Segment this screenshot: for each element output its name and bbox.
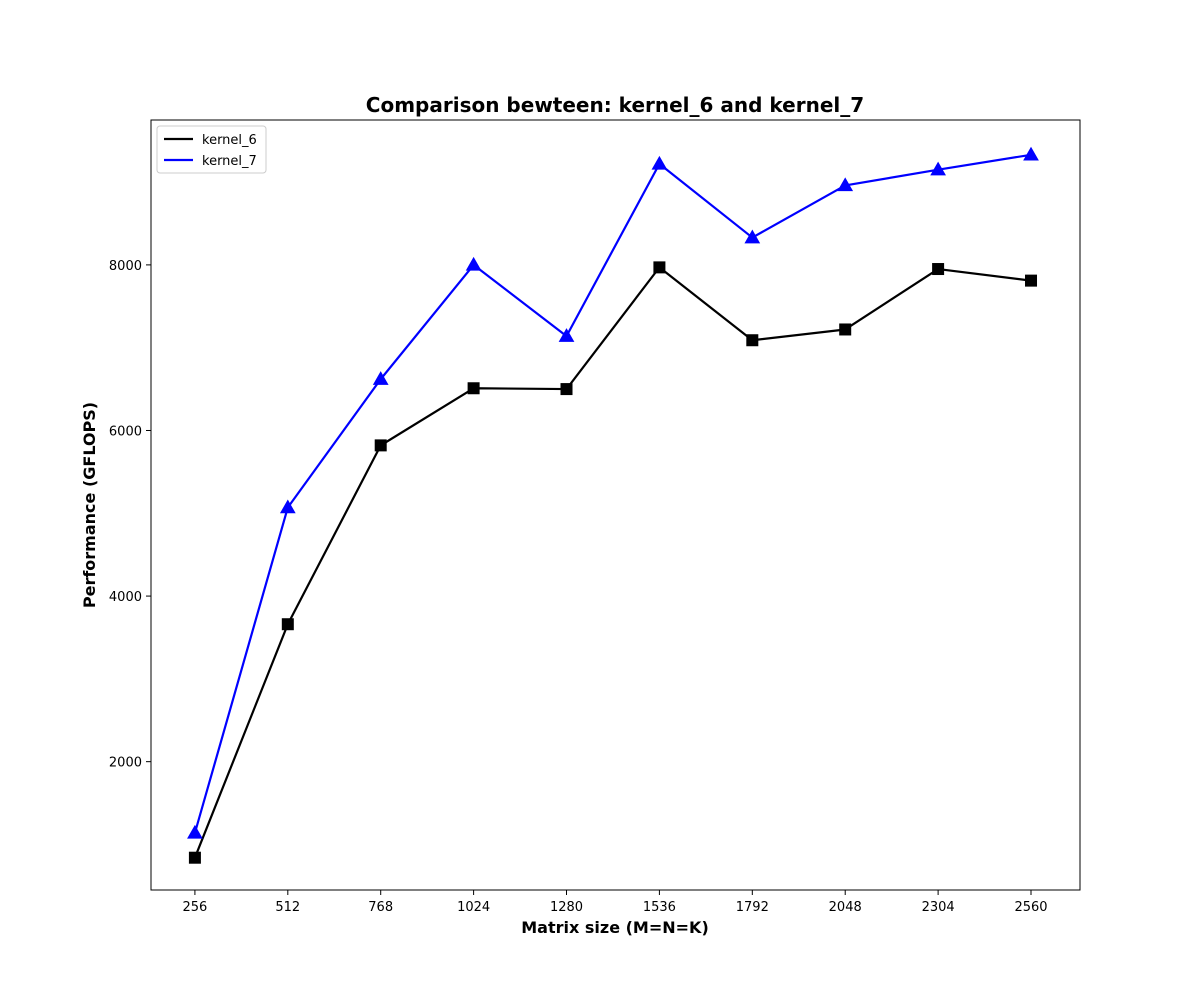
chart-title: Comparison bewteen: kernel_6 and kernel_… xyxy=(366,93,864,117)
data-point-kernel-7 xyxy=(187,824,203,839)
y-axis-label: Performance (GFLOPS) xyxy=(80,402,99,608)
x-axis-ticks: 256 512 768 1024 1280 1536 1792 2048 2304 2560 xyxy=(182,890,1048,915)
data-point-kernel-7 xyxy=(1023,146,1039,161)
data-point-kernel-7 xyxy=(558,328,575,342)
x-tick-label: 2560 xyxy=(1014,900,1047,915)
y-tick-label: 2000 xyxy=(109,756,142,771)
data-point-kernel-6 xyxy=(281,618,294,631)
plot-frame xyxy=(150,119,1081,891)
data-point-kernel-7 xyxy=(930,161,946,176)
data-point-kernel-6 xyxy=(467,382,480,395)
data-point-kernel-6 xyxy=(560,383,573,396)
x-tick-label: 768 xyxy=(368,900,393,915)
data-point-kernel-6 xyxy=(1025,274,1038,287)
legend-label-kernel-6: kernel_6 xyxy=(202,133,257,148)
y-axis-ticks: 2000 4000 6000 8000 xyxy=(109,259,151,771)
x-tick-label: 1280 xyxy=(550,900,583,915)
plot-area xyxy=(151,120,1080,890)
x-tick-label: 512 xyxy=(275,900,300,915)
x-tick-label: 2304 xyxy=(922,900,955,915)
data-point-kernel-6 xyxy=(653,261,666,274)
data-point-kernel-6 xyxy=(374,439,387,452)
x-tick-label: 2048 xyxy=(829,900,862,915)
legend-label-kernel-7: kernel_7 xyxy=(202,154,257,169)
data-point-kernel-7 xyxy=(837,177,854,192)
x-axis-label: Matrix size (M=N=K) xyxy=(521,918,709,937)
y-tick-label: 4000 xyxy=(109,590,142,605)
series-line-kernel-7 xyxy=(193,153,1032,834)
x-tick-label: 1792 xyxy=(736,900,769,915)
data-point-kernel-7 xyxy=(465,256,482,271)
series-kernel-6 xyxy=(188,261,1038,864)
data-point-kernel-7 xyxy=(744,229,761,244)
series-kernel-7 xyxy=(187,146,1039,839)
y-tick-label: 8000 xyxy=(109,259,142,274)
x-tick-label: 1024 xyxy=(457,900,490,915)
legend: kernel_6 kernel_7 xyxy=(156,125,267,174)
x-tick-label: 256 xyxy=(182,900,207,915)
data-point-kernel-7 xyxy=(651,155,668,170)
x-tick-label: 1536 xyxy=(643,900,676,915)
data-point-kernel-6 xyxy=(746,334,759,347)
legend-box xyxy=(156,125,267,174)
data-point-kernel-7 xyxy=(372,371,389,385)
data-point-kernel-6 xyxy=(188,851,201,864)
data-point-kernel-6 xyxy=(839,323,852,336)
series-layer xyxy=(187,146,1039,864)
data-point-kernel-7 xyxy=(279,499,296,514)
y-tick-label: 6000 xyxy=(109,424,142,439)
data-point-kernel-6 xyxy=(932,263,945,276)
series-line-kernel-6 xyxy=(193,266,1032,859)
